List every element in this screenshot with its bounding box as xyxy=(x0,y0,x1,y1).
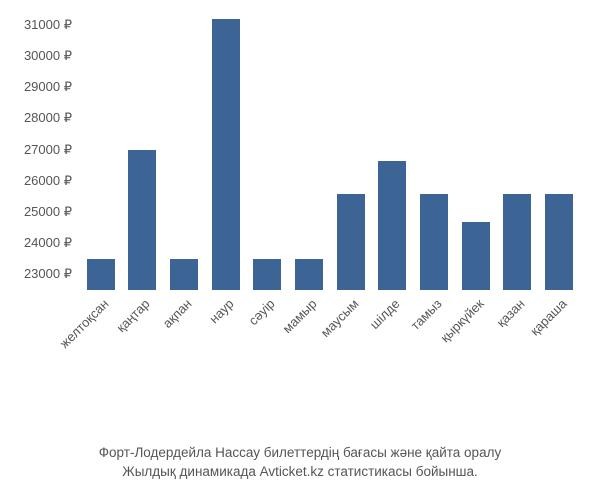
bar xyxy=(295,259,323,290)
y-tick-label: 31000 ₽ xyxy=(24,17,72,33)
x-tick-label: қараша xyxy=(527,296,569,338)
x-axis: желтоқсанқаңтарақпаннаурсәуірмамырмаусым… xyxy=(80,292,580,432)
y-tick-label: 23000 ₽ xyxy=(24,266,72,282)
y-tick-label: 27000 ₽ xyxy=(24,142,72,158)
caption-line-2: Жылдық динамикада Avticket.kz статистика… xyxy=(0,463,600,482)
x-tick-label: желтоқсан xyxy=(56,296,111,351)
y-tick-label: 32000 ₽ xyxy=(24,0,72,2)
caption-line-1: Форт-Лодердейла Нассау билеттердің бағас… xyxy=(0,444,600,463)
y-tick-label: 29000 ₽ xyxy=(24,79,72,95)
x-tick-label: маусым xyxy=(317,296,361,340)
x-tick-label: қаңтар xyxy=(114,296,153,335)
x-tick-label: ақпан xyxy=(160,296,195,331)
bar xyxy=(128,150,156,290)
x-tick-label: тамыз xyxy=(408,296,445,333)
x-tick-label: қазан xyxy=(494,296,528,330)
bar xyxy=(170,259,198,290)
chart-container: 23000 ₽ 24000 ₽ 25000 ₽ 26000 ₽ 27000 ₽ 28000… xyxy=(0,0,600,500)
bar xyxy=(378,161,406,290)
bar xyxy=(337,194,365,290)
y-tick-label: 24000 ₽ xyxy=(24,235,72,251)
bar xyxy=(87,259,115,290)
plot-area xyxy=(80,10,580,290)
x-tick-label: сәуір xyxy=(246,296,278,328)
bar xyxy=(253,259,281,290)
bar xyxy=(503,194,531,290)
bar xyxy=(212,19,240,290)
x-tick-label: мамыр xyxy=(280,296,320,336)
chart-caption: Форт-Лодердейла Нассау билеттердің бағас… xyxy=(0,444,600,482)
bars-group xyxy=(80,10,580,290)
y-tick-label: 26000 ₽ xyxy=(24,173,72,189)
bar xyxy=(462,222,490,290)
x-tick-label: қыркүйек xyxy=(437,296,486,345)
x-tick-label: наур xyxy=(206,296,236,326)
bar xyxy=(420,194,448,290)
y-tick-label: 28000 ₽ xyxy=(24,110,72,126)
x-tick-label: шілде xyxy=(367,296,403,332)
y-tick-label: 25000 ₽ xyxy=(24,204,72,220)
y-axis: 23000 ₽ 24000 ₽ 25000 ₽ 26000 ₽ 27000 ₽ 28000… xyxy=(0,10,76,290)
bar xyxy=(545,194,573,290)
y-tick-label: 30000 ₽ xyxy=(24,48,72,64)
